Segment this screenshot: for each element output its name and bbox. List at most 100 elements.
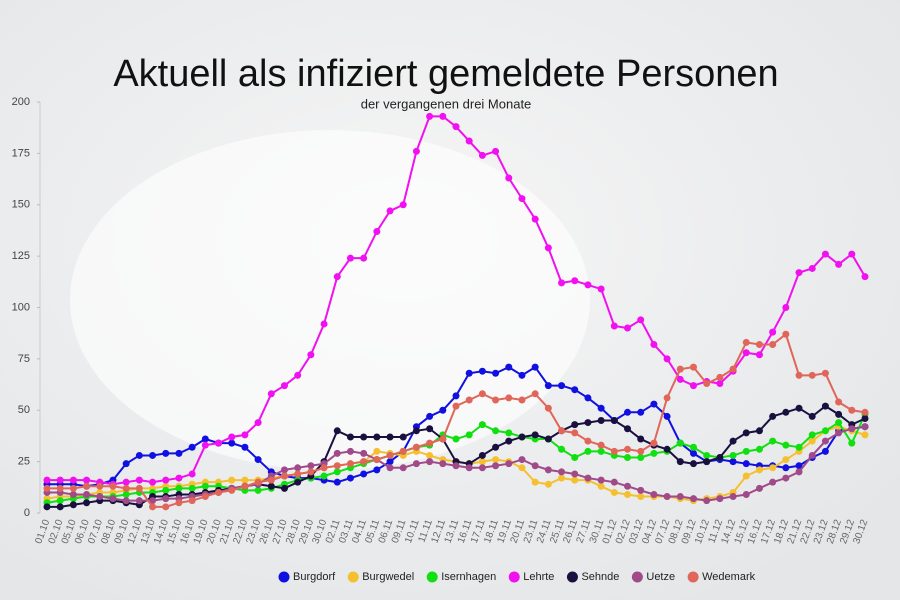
data-point — [307, 468, 315, 476]
data-point — [492, 462, 500, 470]
data-point — [808, 431, 816, 439]
data-point — [782, 456, 790, 464]
data-point — [689, 449, 697, 457]
data-point — [188, 497, 196, 505]
data-point — [848, 406, 856, 414]
data-point — [43, 476, 51, 484]
data-point — [518, 195, 526, 203]
data-point — [241, 476, 249, 484]
data-point — [597, 476, 605, 484]
data-point — [650, 439, 658, 447]
data-point — [755, 484, 763, 492]
legend-label: Uetze — [646, 571, 675, 583]
data-point — [333, 427, 341, 435]
data-point — [492, 456, 500, 464]
data-point — [650, 400, 658, 408]
data-point — [558, 468, 566, 476]
data-point — [610, 488, 618, 496]
data-point — [676, 365, 684, 373]
data-point — [835, 398, 843, 406]
data-point — [162, 486, 170, 494]
data-point — [162, 476, 170, 484]
data-point — [386, 207, 394, 215]
data-point — [558, 445, 566, 453]
data-point — [742, 338, 750, 346]
data-point — [56, 503, 64, 511]
data-point — [861, 414, 869, 422]
data-point — [412, 443, 420, 451]
data-point — [689, 382, 697, 390]
data-point — [650, 340, 658, 348]
data-point — [373, 456, 381, 464]
data-point — [201, 493, 209, 501]
data-point — [69, 491, 77, 499]
data-point — [795, 462, 803, 470]
data-point — [597, 447, 605, 455]
data-point — [518, 371, 526, 379]
y-tick-label: 75 — [18, 353, 30, 365]
data-point — [320, 464, 328, 472]
data-point — [821, 447, 829, 455]
data-point — [637, 408, 645, 416]
data-point — [558, 279, 566, 287]
data-point — [267, 482, 275, 490]
data-point — [637, 316, 645, 324]
data-point — [320, 320, 328, 328]
data-point — [426, 425, 434, 433]
data-point — [597, 441, 605, 449]
data-point — [188, 470, 196, 478]
data-point — [689, 443, 697, 451]
data-point — [360, 458, 368, 466]
legend-label: Isernhagen — [441, 571, 496, 583]
data-point — [241, 482, 249, 490]
data-point — [755, 427, 763, 435]
data-point — [149, 478, 157, 486]
data-point — [571, 421, 579, 429]
data-point — [637, 493, 645, 501]
legend-label: Lehrte — [523, 571, 554, 583]
chart-subtitle: der vergangenen drei Monate — [361, 96, 532, 111]
data-point — [716, 454, 724, 462]
data-point — [215, 439, 223, 447]
data-point — [597, 417, 605, 425]
data-point — [782, 464, 790, 472]
data-point — [689, 495, 697, 503]
data-point — [782, 408, 790, 416]
data-point — [584, 394, 592, 402]
data-point — [56, 484, 64, 492]
data-point — [478, 458, 486, 466]
data-point — [769, 412, 777, 420]
data-point — [69, 484, 77, 492]
data-point — [56, 476, 64, 484]
data-point — [465, 431, 473, 439]
data-point — [360, 254, 368, 262]
data-point — [742, 349, 750, 357]
data-point — [729, 493, 737, 501]
data-point — [228, 486, 236, 494]
data-point — [109, 495, 117, 503]
data-point — [399, 447, 407, 455]
data-point — [821, 369, 829, 377]
data-point — [795, 468, 803, 476]
data-point — [188, 443, 196, 451]
data-point — [848, 250, 856, 258]
data-point — [333, 478, 341, 486]
data-point — [478, 390, 486, 398]
data-point — [716, 373, 724, 381]
data-point — [280, 484, 288, 492]
data-point — [624, 445, 632, 453]
data-point — [320, 472, 328, 480]
y-tick-label: 175 — [12, 147, 30, 159]
data-point — [624, 482, 632, 490]
y-tick-label: 50 — [18, 404, 30, 416]
data-point — [83, 491, 91, 499]
data-point — [821, 437, 829, 445]
data-point — [492, 369, 500, 377]
data-point — [228, 439, 236, 447]
data-point — [280, 472, 288, 480]
data-point — [135, 484, 143, 492]
data-point — [663, 394, 671, 402]
data-point — [149, 503, 157, 511]
data-point — [663, 493, 671, 501]
data-point — [531, 478, 539, 486]
